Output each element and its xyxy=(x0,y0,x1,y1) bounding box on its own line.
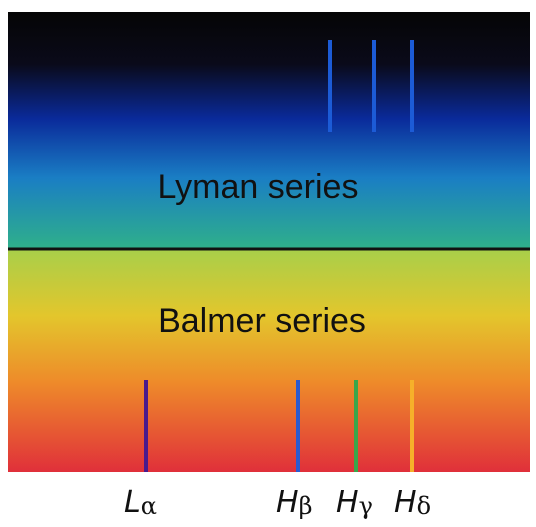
panel-title: Balmer series xyxy=(158,302,366,340)
label-greek: δ xyxy=(417,492,431,520)
lyman-panel xyxy=(8,12,530,249)
label-letter: H xyxy=(394,485,417,520)
label-greek: γ xyxy=(359,492,373,520)
label-letter: H xyxy=(336,485,359,520)
lyman-lines xyxy=(328,40,414,132)
label-greek: β xyxy=(299,492,313,520)
panel-title: Lyman series xyxy=(158,168,359,206)
line-label: Hβ xyxy=(276,485,312,520)
label-greek: α xyxy=(141,492,157,520)
line-label: Hγ xyxy=(336,485,373,520)
balmer-panel xyxy=(8,249,530,472)
label-letter: H xyxy=(276,485,299,520)
label-letter: L xyxy=(124,485,141,520)
balmer-lines xyxy=(144,380,414,472)
line-label: Lα xyxy=(124,485,157,520)
line-label: Hδ xyxy=(394,485,431,520)
